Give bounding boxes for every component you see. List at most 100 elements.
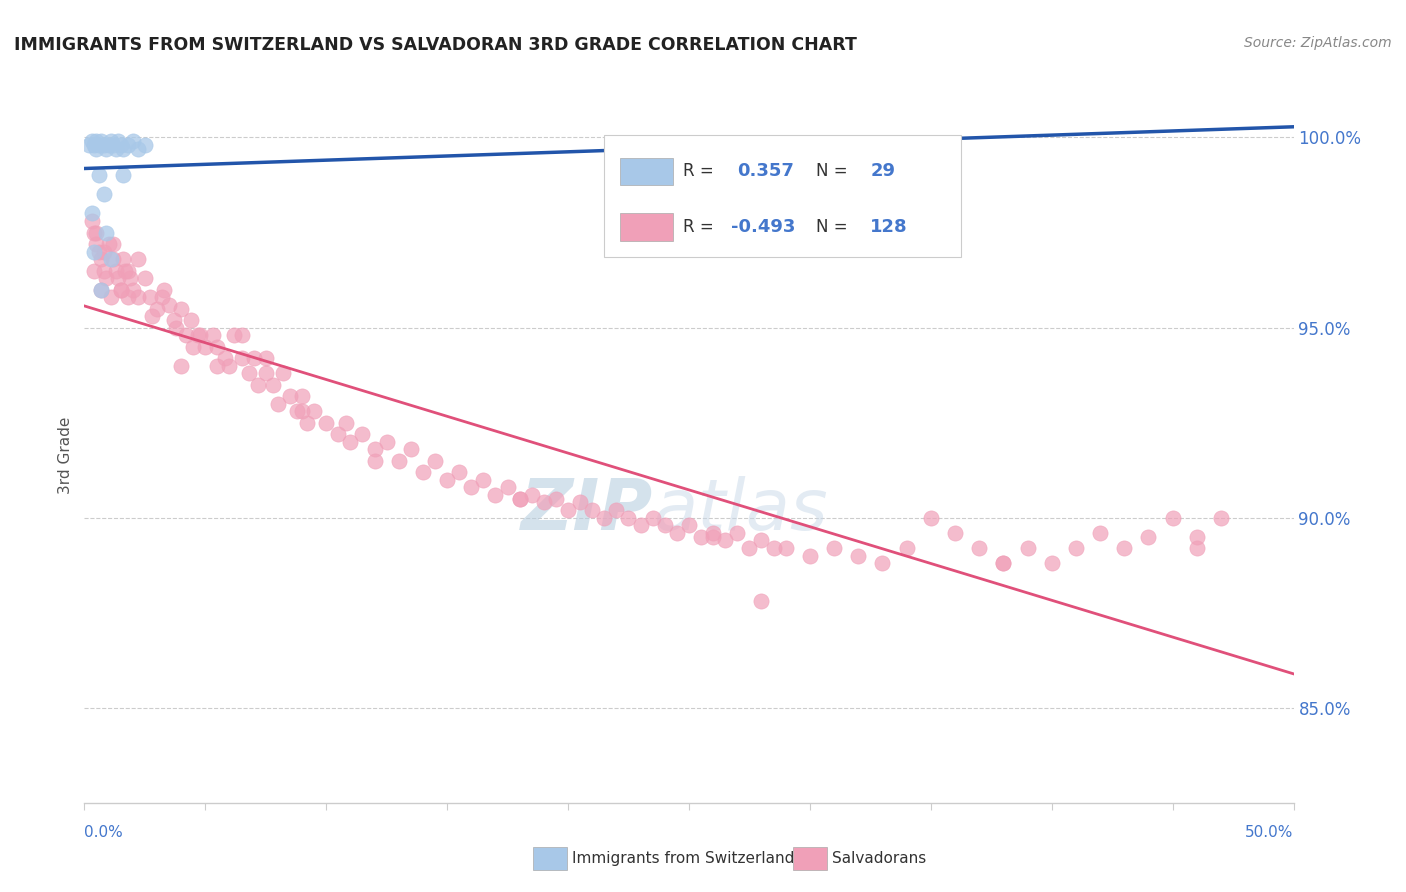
Point — [90, 134, 112, 148]
Point — [375, 434, 398, 449]
Point — [896, 138, 918, 153]
Point — [127, 252, 149, 266]
Point — [170, 301, 193, 316]
Point — [472, 473, 495, 487]
Point — [94, 226, 117, 240]
Point — [170, 359, 193, 373]
Point — [100, 290, 122, 304]
Point — [86, 236, 108, 251]
Point — [352, 427, 374, 442]
Point — [1114, 541, 1136, 555]
Point — [267, 396, 290, 410]
Text: IMMIGRANTS FROM SWITZERLAND VS SALVADORAN 3RD GRADE CORRELATION CHART: IMMIGRANTS FROM SWITZERLAND VS SALVADORA… — [14, 36, 856, 54]
Point — [214, 351, 236, 365]
Point — [993, 556, 1015, 570]
Point — [100, 252, 122, 266]
Point — [665, 525, 688, 540]
Point — [690, 530, 713, 544]
Point — [231, 351, 253, 365]
Point — [291, 389, 314, 403]
Point — [762, 541, 785, 555]
Point — [544, 491, 567, 506]
Point — [112, 142, 135, 156]
Point — [254, 351, 277, 365]
Point — [262, 377, 284, 392]
Point — [80, 134, 103, 148]
Point — [94, 142, 117, 156]
Text: -0.493: -0.493 — [731, 218, 796, 235]
Point — [83, 138, 105, 153]
Point — [775, 541, 797, 555]
Point — [412, 465, 434, 479]
Point — [103, 252, 125, 266]
Point — [86, 226, 108, 240]
Point — [97, 236, 120, 251]
Point — [90, 252, 112, 266]
Point — [80, 206, 103, 220]
Point — [86, 134, 108, 148]
Text: Salvadorans: Salvadorans — [832, 851, 927, 865]
Point — [90, 283, 112, 297]
Point — [581, 503, 603, 517]
Point — [509, 491, 531, 506]
Point — [87, 169, 110, 183]
Point — [533, 495, 555, 509]
Point — [436, 473, 458, 487]
Point — [799, 549, 821, 563]
Point — [363, 442, 385, 457]
Point — [1185, 530, 1208, 544]
Point — [702, 530, 724, 544]
Text: 128: 128 — [870, 218, 908, 235]
Point — [93, 138, 115, 153]
Point — [423, 453, 446, 467]
Point — [141, 309, 163, 323]
Point — [83, 244, 105, 259]
Point — [103, 138, 125, 153]
Point — [617, 510, 640, 524]
Point — [90, 283, 112, 297]
Point — [593, 510, 616, 524]
Point — [190, 328, 212, 343]
Text: Immigrants from Switzerland: Immigrants from Switzerland — [572, 851, 794, 865]
Text: R =: R = — [683, 218, 714, 235]
Point — [271, 366, 294, 380]
Point — [247, 377, 270, 392]
Point — [187, 328, 209, 343]
Point — [654, 518, 676, 533]
Point — [896, 541, 918, 555]
Point — [150, 290, 173, 304]
Point — [460, 480, 482, 494]
Point — [165, 320, 187, 334]
Point — [127, 142, 149, 156]
Point — [100, 134, 122, 148]
Point — [153, 283, 176, 297]
Point — [117, 138, 139, 153]
Point — [87, 138, 110, 153]
Point — [157, 298, 180, 312]
Point — [388, 453, 411, 467]
Point — [117, 263, 139, 277]
Point — [751, 594, 773, 608]
Text: atlas: atlas — [652, 476, 827, 545]
Point — [1064, 541, 1087, 555]
Point — [77, 138, 100, 153]
Point — [605, 503, 627, 517]
Point — [569, 495, 592, 509]
Point — [134, 271, 156, 285]
Point — [97, 138, 120, 153]
Point — [520, 488, 543, 502]
Point — [87, 244, 110, 259]
Point — [738, 541, 761, 555]
Point — [83, 263, 105, 277]
Point — [94, 271, 117, 285]
Point — [194, 340, 217, 354]
Point — [93, 187, 115, 202]
Point — [114, 263, 136, 277]
Point — [218, 359, 240, 373]
Point — [112, 252, 135, 266]
Point — [725, 525, 748, 540]
Point — [80, 214, 103, 228]
Point — [315, 416, 337, 430]
Point — [103, 236, 125, 251]
Point — [484, 488, 506, 502]
